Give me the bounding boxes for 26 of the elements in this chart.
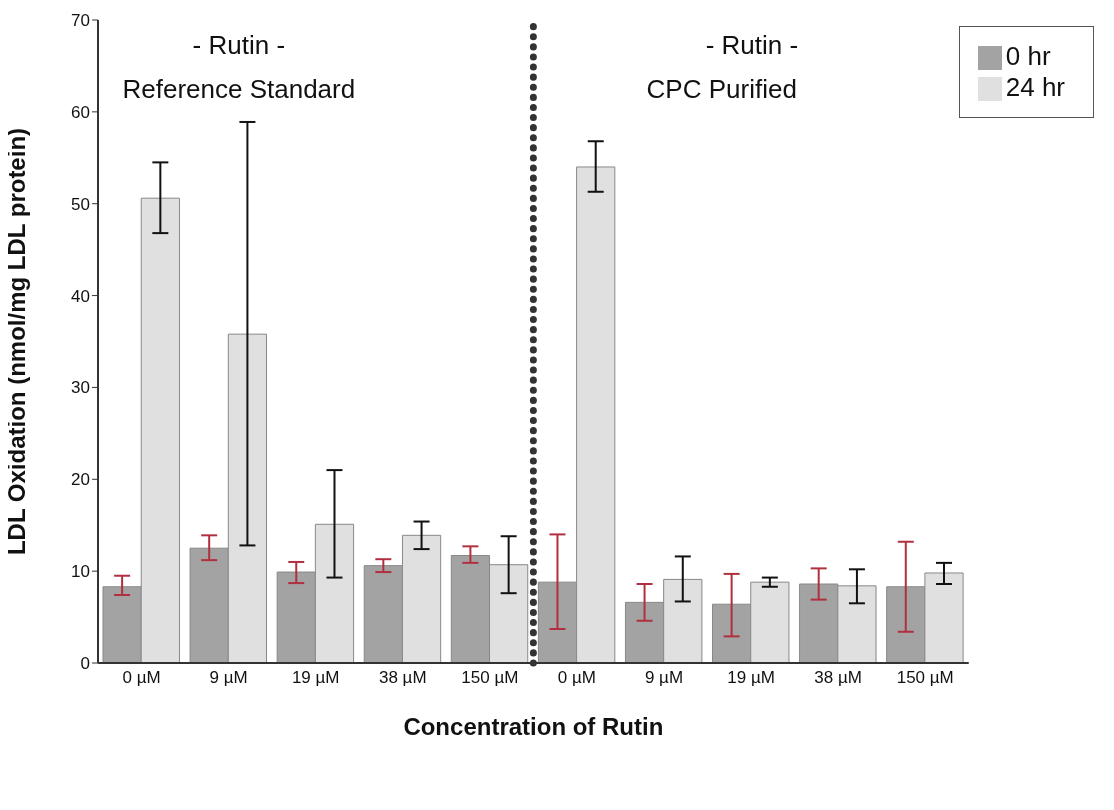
x-tick-label: 38 µM [378,668,427,688]
y-tick-label: 20 [71,470,90,490]
legend-label: 0 hr [1005,41,1051,71]
x-tick-label: 150 µM [461,668,519,688]
x-tick-label: 38 µM [814,668,862,688]
y-tick-label: 10 [71,562,90,582]
x-tick-label: 9 µM [644,668,684,688]
x-tick-label: 19 µM [727,668,775,688]
annotation: CPC Purified [646,74,797,104]
y-tick-label: 50 [71,194,90,214]
annotation: - Rutin - [192,30,286,60]
y-tick-label: 40 [71,286,90,306]
x-tick-label: 0 µM [122,668,161,688]
x-tick-label: 19 µM [291,668,340,688]
y-tick-label: 0 [80,654,90,674]
x-tick-label: 150 µM [896,668,954,688]
y-axis-title: LDL Oxidation (nmol/mg LDL protein) [2,127,30,556]
annotation: Reference Standard [122,74,356,104]
y-tick-label: 30 [71,378,90,398]
x-tick-label: 9 µM [209,668,248,688]
x-axis-title: Concentration of Rutin [403,713,664,740]
y-tick-label: 70 [71,11,90,31]
legend-label: 24 hr [1005,72,1065,102]
annotation: - Rutin - [705,30,799,60]
x-tick-label: 0 µM [557,668,596,688]
y-tick-label: 60 [71,102,90,122]
